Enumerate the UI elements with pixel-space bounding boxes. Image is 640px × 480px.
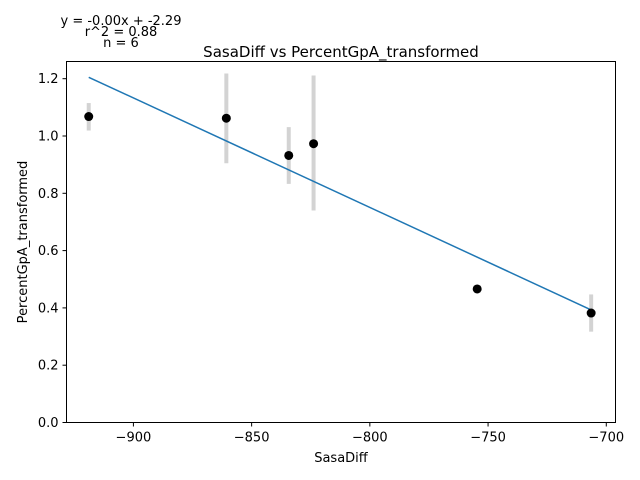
data-point: [84, 112, 94, 122]
x-tick-label: −700: [588, 431, 624, 446]
y-axis-ticks: 0.0 0.2 0.4 0.6 0.8 1.0 1.2: [38, 72, 67, 431]
x-tick-label: −750: [470, 431, 506, 446]
data-point: [586, 308, 596, 318]
y-axis-label: PercentGpA_transformed: [16, 161, 31, 324]
data-point: [472, 284, 482, 294]
plot-area: [84, 73, 596, 332]
chart-title: SasaDiff vs PercentGpA_transformed: [203, 43, 479, 62]
equation-annotation: y = -0.00x + -2.29: [61, 14, 182, 29]
x-tick-label: −900: [116, 431, 152, 446]
x-axis-label: SasaDiff: [314, 451, 369, 466]
y-tick-label: 0.2: [38, 359, 59, 374]
y-tick-label: 0.6: [38, 244, 59, 259]
n-annotation: n = 6: [103, 36, 139, 51]
x-tick-label: −800: [352, 431, 388, 446]
data-point: [284, 150, 294, 160]
y-tick-label: 0.0: [38, 416, 59, 431]
regression-line: [88, 76, 592, 311]
y-tick-label: 1.2: [38, 72, 59, 87]
x-tick-label: −850: [234, 431, 270, 446]
x-axis-ticks: −900 −850 −800 −750 −700: [116, 422, 624, 446]
y-tick-label: 1.0: [38, 129, 59, 144]
data-point: [309, 139, 319, 149]
data-point: [221, 113, 231, 123]
axes-frame: [66, 61, 616, 423]
y-tick-label: 0.4: [38, 301, 59, 316]
y-tick-label: 0.8: [38, 187, 59, 202]
r-squared-annotation: r^2 = 0.88: [85, 25, 158, 40]
